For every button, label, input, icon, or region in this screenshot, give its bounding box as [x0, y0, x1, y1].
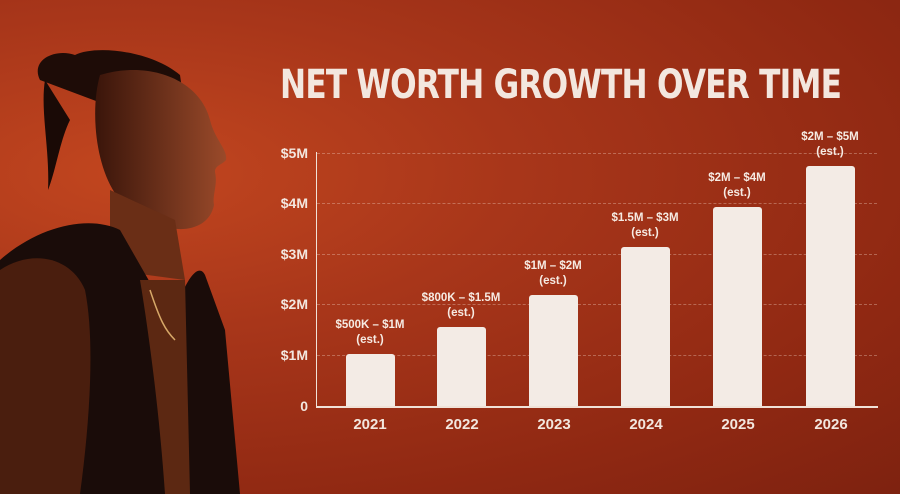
bar-range: $2M – $4M	[708, 172, 766, 184]
gridline	[317, 355, 877, 356]
x-tick: 2023	[537, 416, 571, 433]
bar-label: $800K – $1.5M (est.)	[401, 291, 521, 321]
bar-label: $500K – $1M (est.)	[310, 318, 430, 348]
gridline	[317, 203, 877, 204]
bar-2022	[437, 327, 486, 406]
bar-2025	[713, 207, 762, 406]
bar-range: $1.5M – $3M	[611, 212, 679, 224]
x-tick: 2024	[629, 416, 663, 433]
bar-2021	[346, 354, 395, 406]
y-tick: $1M	[280, 347, 308, 363]
bar-note: (est.)	[631, 227, 659, 239]
x-tick: 2021	[353, 416, 387, 433]
bar-label: $1.5M – $3M (est.)	[585, 211, 705, 241]
bar-label: $2M – $5M (est.)	[770, 130, 890, 160]
bar-note: (est.)	[816, 146, 844, 158]
bar-range: $500K – $1M	[335, 319, 405, 331]
y-tick: $2M	[280, 296, 308, 312]
bar-label: $1M – $2M (est.)	[493, 259, 613, 289]
y-tick: $3M	[280, 246, 308, 262]
x-tick: 2026	[814, 416, 848, 433]
gridline	[317, 254, 877, 255]
portrait-photo	[0, 50, 240, 494]
chart-title: NET WORTH GROWTH OVER TIME	[280, 62, 842, 108]
x-tick: 2025	[721, 416, 755, 433]
bar-chart: $5M $4M $3M $2M $1M 0 $500K – $1M (est.)…	[270, 130, 890, 440]
gridline	[317, 304, 877, 305]
bar-range: $1M – $2M	[524, 260, 582, 272]
y-tick: $5M	[280, 145, 308, 161]
y-tick: $4M	[280, 195, 308, 211]
gridline	[317, 153, 877, 154]
y-axis	[316, 152, 317, 406]
bar-2024	[621, 247, 670, 406]
bar-2023	[529, 295, 578, 406]
x-axis	[316, 406, 878, 408]
bar-range: $800K – $1.5M	[421, 292, 501, 304]
bar-range: $2M – $5M	[801, 131, 859, 143]
bar-note: (est.)	[447, 307, 475, 319]
bar-note: (est.)	[723, 187, 751, 199]
bar-2026	[806, 166, 855, 406]
bar-label: $2M – $4M (est.)	[677, 171, 797, 201]
bar-note: (est.)	[539, 275, 567, 287]
x-tick: 2022	[445, 416, 479, 433]
y-tick: 0	[300, 398, 308, 414]
bar-note: (est.)	[356, 334, 384, 346]
